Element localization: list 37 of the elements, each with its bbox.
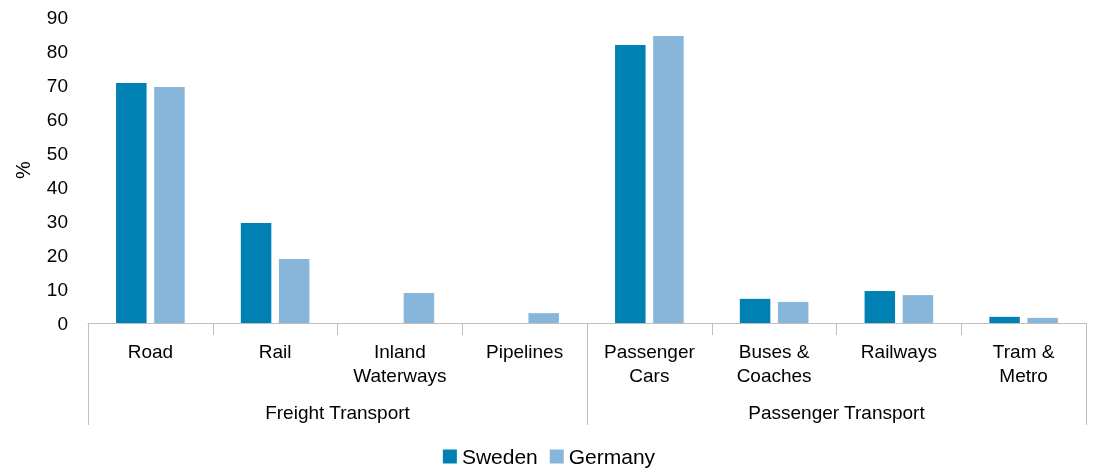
y-tick-label: 0 (57, 312, 68, 334)
y-tick-label: 10 (46, 278, 68, 300)
bar (653, 36, 684, 323)
y-tick-label: 90 (46, 6, 68, 28)
y-tick-label: 30 (46, 210, 68, 232)
x-tick-label: Tram & Metro (992, 340, 1055, 386)
bar (528, 313, 559, 323)
bar (777, 301, 809, 323)
y-tick-label: 70 (46, 74, 68, 96)
bar (902, 295, 934, 323)
bar (278, 259, 310, 323)
bar (864, 291, 896, 323)
y-tick-label: 40 (46, 176, 68, 198)
y-tick-label: 80 (46, 40, 68, 62)
x-tick-label: Rail (258, 340, 292, 362)
bar (240, 223, 272, 323)
text: Passenger Transport (748, 402, 926, 423)
bar (403, 293, 435, 323)
legend-label: Germany (568, 445, 656, 468)
text: Freight Transport (265, 402, 411, 423)
x-tick-label: Pipelines (486, 340, 564, 362)
bar (1027, 317, 1058, 323)
bar (154, 87, 185, 323)
legend-label: Sweden (461, 445, 538, 468)
x-tick-label: Road (127, 340, 174, 362)
x-tick-label: Railways (860, 340, 937, 362)
bar (615, 44, 646, 323)
x-tick-label: Inland Waterways (353, 340, 447, 386)
bar (739, 298, 771, 323)
x-tick-label: Passenger Cars (603, 340, 696, 386)
y-axis-title: % (12, 160, 34, 179)
x-tick-label: Buses & Coaches (736, 340, 812, 386)
y-tick-label: 50 (46, 142, 68, 164)
bar (116, 82, 147, 323)
bar (989, 316, 1020, 323)
y-tick-label: 60 (46, 108, 68, 130)
y-tick-label: 20 (46, 244, 68, 266)
